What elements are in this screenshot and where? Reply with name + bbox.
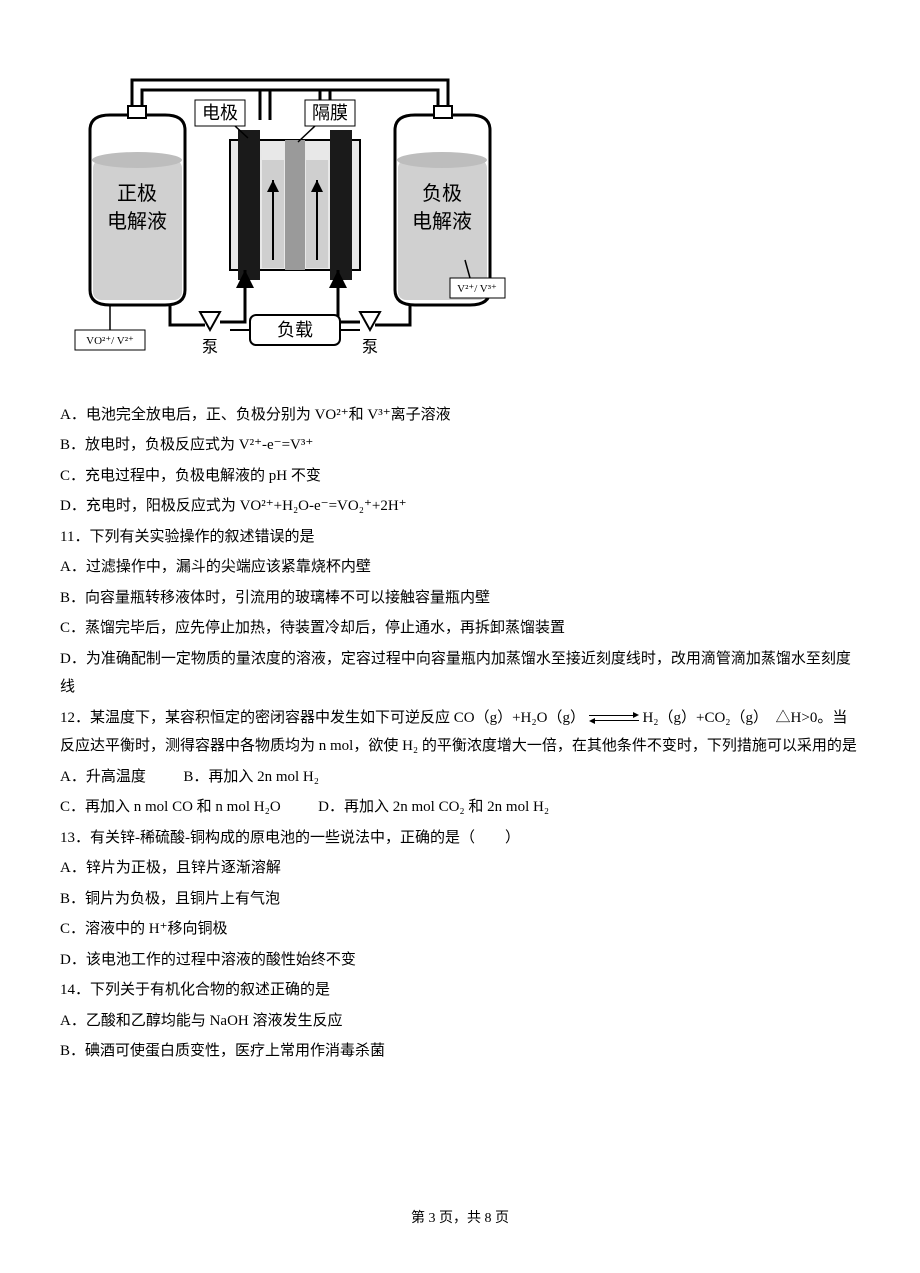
battery-diagram: 正极 电解液 负极 电解液 电极 隔膜 xyxy=(70,60,860,381)
q12-stem: 12．某温度下，某容积恒定的密闭容器中发生如下可逆反应 CO（g）+H₂O（g）… xyxy=(60,704,860,761)
pos-species-label: VO²⁺/ V²⁺ xyxy=(86,335,134,347)
q12-option-c: C．再加入 n mol CO 和 n mol H₂O xyxy=(60,799,281,815)
page: 正极 电解液 负极 电解液 电极 隔膜 xyxy=(0,0,920,1273)
diagram-svg: 正极 电解液 负极 电解液 电极 隔膜 xyxy=(70,60,510,370)
pump-right-label: 泵 xyxy=(362,338,378,356)
q11-option-d: D．为准确配制一定物质的量浓度的溶液，定容过程中向容量瓶内加蒸馏水至接近刻度线时… xyxy=(60,645,860,702)
q10-option-c: C．充电过程中，负极电解液的 pH 不变 xyxy=(60,462,860,491)
pos-tank-label-2: 电解液 xyxy=(107,210,167,233)
q12-option-a: A．升高温度 xyxy=(60,769,146,785)
q13-option-b: B．铜片为负极，且铜片上有气泡 xyxy=(60,885,860,914)
q12-options-cd: C．再加入 n mol CO 和 n mol H₂O D．再加入 2n mol … xyxy=(60,793,860,822)
electrode-label: 电极 xyxy=(202,103,238,123)
q12-option-d: D．再加入 2n mol CO₂ 和 2n mol H₂ xyxy=(318,799,549,815)
neg-tank-label-2: 电解液 xyxy=(412,210,472,233)
neg-species-label: V²⁺/ V³⁺ xyxy=(457,283,497,295)
q13-stem: 13．有关锌-稀硫酸-铜构成的原电池的一些说法中，正确的是（ ） xyxy=(60,824,860,853)
q11-option-b: B．向容量瓶转移液体时，引流用的玻璃棒不可以接触容量瓶内壁 xyxy=(60,584,860,613)
q13-option-d: D．该电池工作的过程中溶液的酸性始终不变 xyxy=(60,946,860,975)
q13-option-c: C．溶液中的 H⁺移向铜极 xyxy=(60,915,860,944)
q14-stem: 14．下列关于有机化合物的叙述正确的是 xyxy=(60,976,860,1005)
q10-option-d: D．充电时，阳极反应式为 VO²⁺+H₂O-e⁻=VO₂⁺+2H⁺ xyxy=(60,492,860,521)
pos-tank-label-1: 正极 xyxy=(117,182,157,205)
q10-option-a: A．电池完全放电后，正、负极分别为 VO²⁺和 V³⁺离子溶液 xyxy=(60,401,860,430)
load-label: 负载 xyxy=(277,320,313,340)
pump-left-label: 泵 xyxy=(202,338,218,356)
q12-option-b: B．再加入 2n mol H₂ xyxy=(183,769,319,785)
q11-option-a: A．过滤操作中，漏斗的尖端应该紧靠烧杯内壁 xyxy=(60,553,860,582)
q11-option-c: C．蒸馏完毕后，应先停止加热，待装置冷却后，停止通水，再拆卸蒸馏装置 xyxy=(60,614,860,643)
membrane-label: 隔膜 xyxy=(312,103,348,123)
page-footer: 第 3 页，共 8 页 xyxy=(0,1206,920,1233)
q12-stem-pre: 12．某温度下，某容积恒定的密闭容器中发生如下可逆反应 CO（g）+H₂O（g） xyxy=(60,710,585,726)
q13-option-a: A．锌片为正极，且锌片逐渐溶解 xyxy=(60,854,860,883)
q11-stem: 11．下列有关实验操作的叙述错误的是 xyxy=(60,523,860,552)
q14-option-a: A．乙酸和乙醇均能与 NaOH 溶液发生反应 xyxy=(60,1007,860,1036)
neg-tank-label-1: 负极 xyxy=(422,182,462,205)
equilibrium-arrow-icon xyxy=(589,713,639,723)
q12-options-ab: A．升高温度 B．再加入 2n mol H₂ xyxy=(60,763,860,792)
q14-option-b: B．碘酒可使蛋白质变性，医疗上常用作消毒杀菌 xyxy=(60,1037,860,1066)
q10-option-b: B．放电时，负极反应式为 V²⁺-e⁻=V³⁺ xyxy=(60,431,860,460)
